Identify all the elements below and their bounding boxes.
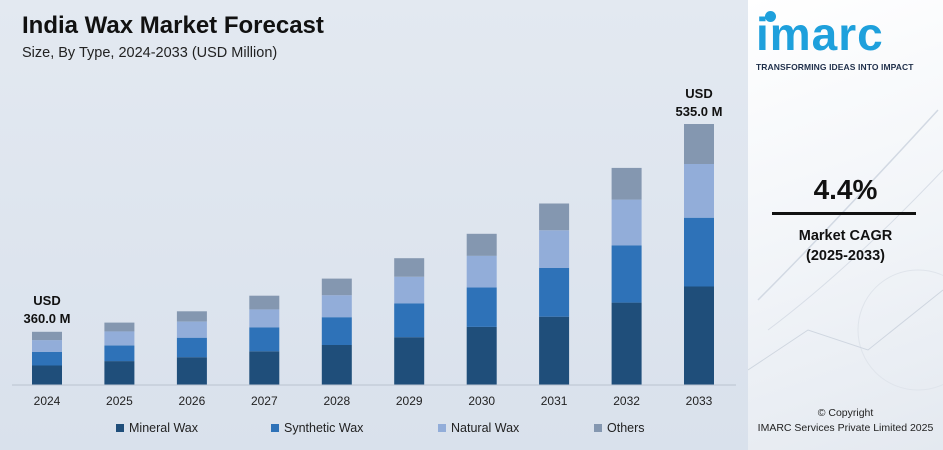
x-tick-label: 2025 [106, 394, 133, 408]
cagr-divider [772, 212, 916, 215]
bar-segment-synthetic-wax-2026 [176, 337, 207, 358]
legend: Mineral Wax Synthetic Wax Natural Wax Ot… [0, 421, 748, 439]
annotation-first: USD 360.0 M [24, 293, 71, 326]
legend-label: Others [607, 421, 645, 435]
bar-segment-natural-wax-2028 [321, 295, 352, 318]
x-tick-label: 2029 [396, 394, 423, 408]
copyright-line2: IMARC Services Private Limited 2025 [757, 422, 934, 434]
chart-subtitle: Size, By Type, 2024-2033 (USD Million) [22, 45, 278, 61]
logo-tagline: TRANSFORMING IDEAS INTO IMPACT [756, 62, 914, 72]
imarc-logo: imarc TRANSFORMING IDEAS INTO IMPACT [756, 8, 940, 72]
bar-segment-others-2025 [104, 322, 135, 332]
bar-segment-others-2026 [176, 311, 207, 322]
legend-item-mineral-wax: Mineral Wax [116, 421, 198, 435]
legend-item-synthetic-wax: Synthetic Wax [271, 421, 363, 435]
legend-swatch [116, 424, 124, 432]
bar-segment-others-2028 [321, 278, 352, 296]
x-tick-label: 2030 [468, 394, 495, 408]
bar-segment-natural-wax-2026 [176, 321, 207, 338]
background-decoration [748, 109, 943, 391]
bar-segment-natural-wax-2029 [394, 276, 425, 304]
bar-segment-natural-wax-2030 [466, 255, 497, 288]
legend-swatch [438, 424, 446, 432]
legend-label: Natural Wax [451, 421, 520, 435]
x-tick-label: 2028 [323, 394, 350, 408]
bar-segment-synthetic-wax-2032 [611, 245, 642, 303]
x-tick-label: 2027 [251, 394, 278, 408]
logo-wordmark: imarc [756, 8, 884, 60]
bar-segment-others-2033 [684, 124, 714, 164]
bar-segment-natural-wax-2027 [249, 309, 280, 328]
bar-segment-synthetic-wax-2029 [394, 303, 425, 338]
bar-segment-synthetic-wax-2031 [539, 267, 570, 317]
bar-segment-mineral-wax-2026 [176, 357, 207, 385]
bar-segment-natural-wax-2032 [611, 199, 642, 246]
bar-segment-others-2032 [611, 167, 642, 200]
bar-segment-others-2030 [466, 233, 497, 256]
logo-dot [765, 11, 776, 22]
bar-segment-synthetic-wax-2033 [684, 217, 714, 287]
x-tick-label: 2031 [541, 394, 568, 408]
legend-item-natural-wax: Natural Wax [438, 421, 519, 435]
bar-segment-mineral-wax-2032 [611, 302, 642, 385]
bar-segment-mineral-wax-2025 [104, 361, 135, 385]
side-panel: imarc TRANSFORMING IDEAS INTO IMPACT 4.4… [748, 0, 943, 450]
copyright: © Copyright IMARC Services Private Limit… [748, 406, 943, 436]
cagr-label-line1: Market CAGR [798, 228, 893, 244]
annotation-last-line1: USD [685, 86, 712, 101]
legend-label: Mineral Wax [129, 421, 198, 435]
legend-item-others: Others [594, 421, 645, 435]
copyright-line1: © Copyright [817, 407, 874, 419]
stacked-bar-chart: 2024 2025 2026 2027 2028 2029 2030 2031 2032 2033… [12, 86, 736, 408]
chart-panel: India Wax Market Forecast Size, By Type,… [0, 0, 748, 450]
bar-segment-mineral-wax-2024 [32, 365, 62, 385]
bar-segment-synthetic-wax-2024 [32, 351, 62, 366]
bar-segment-others-2031 [539, 203, 570, 231]
annotation-last-line2: 535.0 M [676, 104, 723, 119]
bar-segment-synthetic-wax-2028 [321, 317, 352, 345]
x-tick-label: 2033 [686, 394, 713, 408]
legend-label: Synthetic Wax [284, 421, 364, 435]
bar-segment-mineral-wax-2031 [539, 316, 570, 385]
legend-swatch [594, 424, 602, 432]
x-tick-label: 2024 [34, 394, 61, 408]
annotation-last: USD 535.0 M [676, 86, 723, 119]
cagr-label: Market CAGR (2025-2033) [748, 226, 943, 266]
bar-segment-mineral-wax-2030 [466, 326, 497, 385]
annotation-first-line2: 360.0 M [24, 311, 71, 326]
bar-segment-others-2027 [249, 295, 280, 310]
bar-segment-natural-wax-2031 [539, 230, 570, 268]
cagr-label-line2: (2025-2033) [806, 248, 885, 264]
bar-segment-synthetic-wax-2027 [249, 327, 280, 352]
cagr-value: 4.4% [813, 174, 878, 205]
chart-title: India Wax Market Forecast [22, 12, 324, 39]
bar-segment-others-2024 [32, 331, 62, 341]
legend-swatch [271, 424, 279, 432]
bar-segment-mineral-wax-2029 [394, 337, 425, 385]
bar-segment-mineral-wax-2033 [684, 286, 714, 385]
bar-segment-natural-wax-2033 [684, 164, 714, 218]
bar-segment-mineral-wax-2028 [321, 345, 352, 385]
bar-segment-natural-wax-2025 [104, 331, 135, 346]
x-tick-label: 2032 [613, 394, 640, 408]
bar-segment-natural-wax-2024 [32, 340, 62, 352]
x-tick-label: 2026 [179, 394, 206, 408]
annotation-first-line1: USD [33, 293, 60, 308]
bars-group [32, 124, 714, 385]
x-tick-labels: 2024 2025 2026 2027 2028 2029 2030 2031 2032 2033 [34, 394, 713, 408]
bar-segment-synthetic-wax-2025 [104, 345, 135, 362]
bar-segment-mineral-wax-2027 [249, 351, 280, 385]
bar-segment-synthetic-wax-2030 [466, 287, 497, 327]
bar-segment-others-2029 [394, 258, 425, 277]
